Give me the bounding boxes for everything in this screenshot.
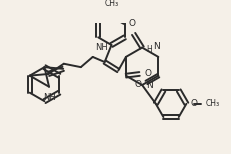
Text: O: O [134, 80, 141, 89]
Text: O: O [128, 19, 135, 28]
Text: O: O [190, 99, 197, 108]
Text: O: O [144, 69, 151, 78]
Text: N: N [146, 81, 152, 89]
Text: NH: NH [43, 93, 56, 102]
Text: NH: NH [95, 43, 108, 52]
Text: CH₃: CH₃ [205, 99, 219, 108]
Text: CH₃: CH₃ [104, 0, 118, 8]
Text: H: H [145, 45, 151, 54]
Text: N: N [153, 42, 159, 51]
